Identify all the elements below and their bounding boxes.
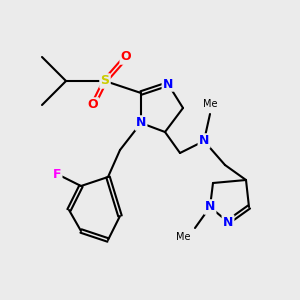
Text: O: O	[121, 50, 131, 64]
Text: O: O	[88, 98, 98, 112]
Text: Me: Me	[203, 100, 217, 110]
Text: Me: Me	[176, 232, 190, 242]
Text: N: N	[205, 200, 215, 214]
Text: N: N	[223, 215, 233, 229]
Text: S: S	[100, 74, 109, 88]
Text: F: F	[53, 167, 61, 181]
Text: N: N	[199, 134, 209, 148]
Text: N: N	[163, 77, 173, 91]
Text: N: N	[136, 116, 146, 130]
